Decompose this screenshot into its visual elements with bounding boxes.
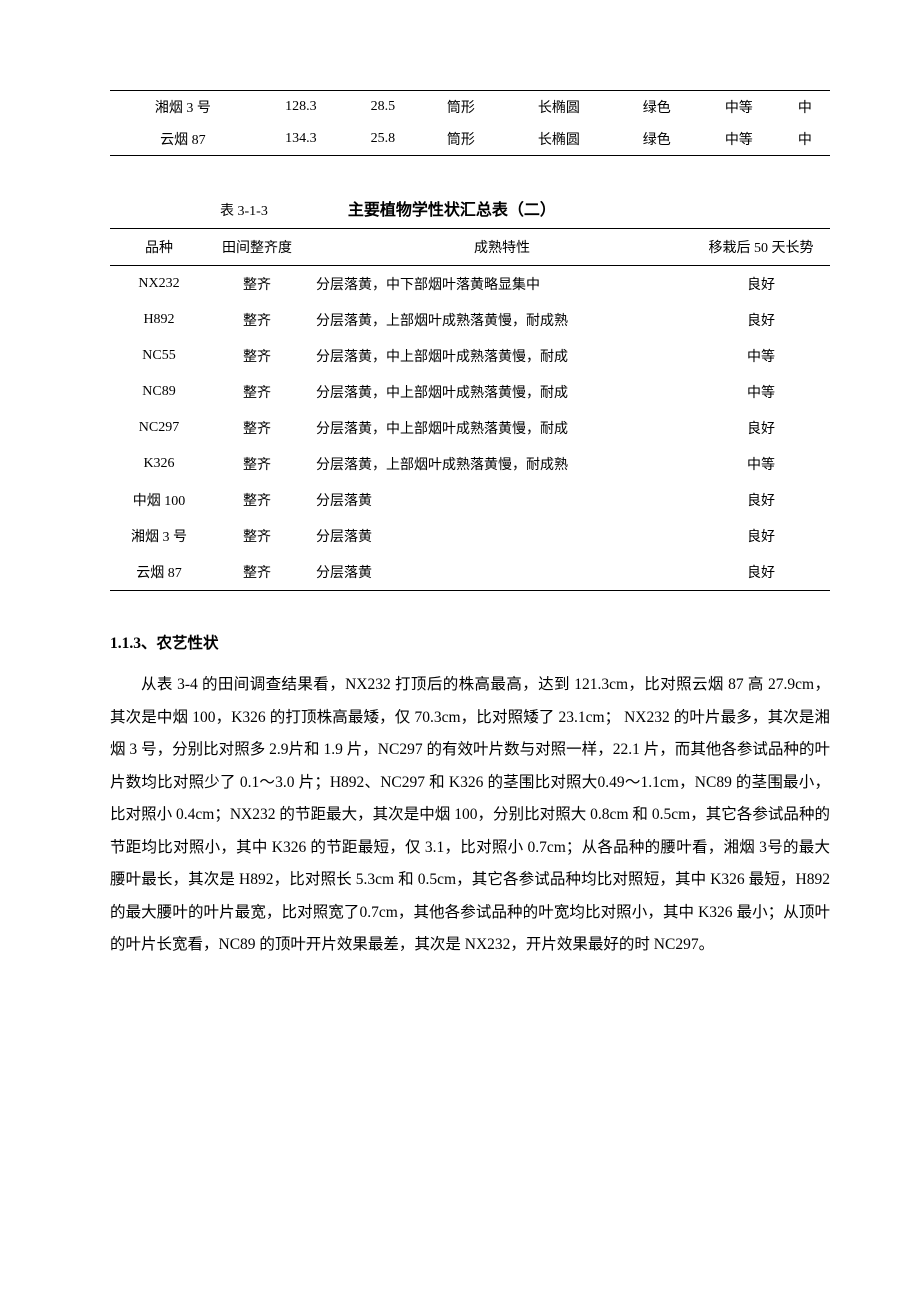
cell-mature: 分层落黄，上部烟叶成熟落黄慢，耐成熟	[306, 446, 692, 482]
table-row: 湘烟 3 号 整齐 分层落黄 良好	[110, 518, 830, 554]
table-row: K326 整齐 分层落黄，上部烟叶成熟落黄慢，耐成熟 中等	[110, 446, 830, 482]
cell-uniform: 整齐	[208, 302, 306, 338]
table-2-caption: 表 3-1-3 主要植物学性状汇总表（二）	[110, 196, 830, 220]
cell-value: 长椭圆	[502, 123, 616, 156]
cell-growth: 良好	[692, 482, 830, 518]
cell-growth: 中等	[692, 446, 830, 482]
cell-variety: H892	[110, 302, 208, 338]
cell-value: 长椭圆	[502, 91, 616, 124]
cell-growth: 良好	[692, 518, 830, 554]
cell-value: 绿色	[616, 91, 698, 124]
table-row: 云烟 87 整齐 分层落黄 良好	[110, 554, 830, 591]
cell-value: 中等	[698, 91, 780, 124]
cell-mature: 分层落黄	[306, 554, 692, 591]
cell-variety: NC89	[110, 374, 208, 410]
cell-growth: 中等	[692, 338, 830, 374]
cell-mature: 分层落黄	[306, 482, 692, 518]
cell-growth: 良好	[692, 302, 830, 338]
cell-mature: 分层落黄，中上部烟叶成熟落黄慢，耐成	[306, 374, 692, 410]
table-2: 品种 田间整齐度 成熟特性 移栽后 50 天长势 NX232 整齐 分层落黄，中…	[110, 228, 830, 591]
cell-uniform: 整齐	[208, 266, 306, 303]
cell-variety: NC297	[110, 410, 208, 446]
cell-value: 128.3	[256, 91, 346, 124]
cell-value: 28.5	[346, 91, 420, 124]
cell-mature: 分层落黄，上部烟叶成熟落黄慢，耐成熟	[306, 302, 692, 338]
cell-value: 中等	[698, 123, 780, 156]
cell-variety: 云烟 87	[110, 123, 256, 156]
table-header-row: 品种 田间整齐度 成熟特性 移栽后 50 天长势	[110, 229, 830, 266]
th-mature: 成熟特性	[306, 229, 692, 266]
table-2-body: NX232 整齐 分层落黄，中下部烟叶落黄略显集中 良好 H892 整齐 分层落…	[110, 266, 830, 591]
cell-uniform: 整齐	[208, 554, 306, 591]
th-growth: 移栽后 50 天长势	[692, 229, 830, 266]
table-row: NX232 整齐 分层落黄，中下部烟叶落黄略显集中 良好	[110, 266, 830, 303]
cell-variety: 云烟 87	[110, 554, 208, 591]
cell-variety: 中烟 100	[110, 482, 208, 518]
cell-uniform: 整齐	[208, 446, 306, 482]
cell-variety: NC55	[110, 338, 208, 374]
cell-value: 筒形	[420, 123, 502, 156]
cell-mature: 分层落黄，中上部烟叶成熟落黄慢，耐成	[306, 338, 692, 374]
table-row: NC297 整齐 分层落黄，中上部烟叶成熟落黄慢，耐成 良好	[110, 410, 830, 446]
cell-uniform: 整齐	[208, 518, 306, 554]
cell-mature: 分层落黄，中下部烟叶落黄略显集中	[306, 266, 692, 303]
cell-growth: 中等	[692, 374, 830, 410]
table-row: 云烟 87 134.3 25.8 筒形 长椭圆 绿色 中等 中	[110, 123, 830, 156]
table-2-title: 主要植物学性状汇总表（二）	[348, 196, 556, 220]
table-row: H892 整齐 分层落黄，上部烟叶成熟落黄慢，耐成熟 良好	[110, 302, 830, 338]
cell-growth: 良好	[692, 266, 830, 303]
cell-value: 中	[780, 123, 830, 156]
cell-uniform: 整齐	[208, 410, 306, 446]
paragraph-agronomic-traits: 从表 3-4 的田间调查结果看，NX232 打顶后的株高最高，达到 121.3c…	[110, 669, 830, 962]
table-2-head: 品种 田间整齐度 成熟特性 移栽后 50 天长势	[110, 229, 830, 266]
th-variety: 品种	[110, 229, 208, 266]
table-1-body: 湘烟 3 号 128.3 28.5 筒形 长椭圆 绿色 中等 中 云烟 87 1…	[110, 91, 830, 156]
cell-mature: 分层落黄，中上部烟叶成熟落黄慢，耐成	[306, 410, 692, 446]
page: 湘烟 3 号 128.3 28.5 筒形 长椭圆 绿色 中等 中 云烟 87 1…	[0, 0, 920, 1302]
cell-uniform: 整齐	[208, 338, 306, 374]
table-row: NC89 整齐 分层落黄，中上部烟叶成熟落黄慢，耐成 中等	[110, 374, 830, 410]
cell-value: 25.8	[346, 123, 420, 156]
cell-variety: K326	[110, 446, 208, 482]
table-row: 湘烟 3 号 128.3 28.5 筒形 长椭圆 绿色 中等 中	[110, 91, 830, 124]
section-heading-1-1-3: 1.1.3、农艺性状	[110, 631, 830, 653]
table-1-partial: 湘烟 3 号 128.3 28.5 筒形 长椭圆 绿色 中等 中 云烟 87 1…	[110, 90, 830, 156]
cell-value: 134.3	[256, 123, 346, 156]
cell-variety: 湘烟 3 号	[110, 91, 256, 124]
table-row: NC55 整齐 分层落黄，中上部烟叶成熟落黄慢，耐成 中等	[110, 338, 830, 374]
cell-uniform: 整齐	[208, 374, 306, 410]
cell-value: 中	[780, 91, 830, 124]
cell-value: 绿色	[616, 123, 698, 156]
cell-growth: 良好	[692, 410, 830, 446]
th-uniform: 田间整齐度	[208, 229, 306, 266]
cell-uniform: 整齐	[208, 482, 306, 518]
table-row: 中烟 100 整齐 分层落黄 良好	[110, 482, 830, 518]
cell-mature: 分层落黄	[306, 518, 692, 554]
table-2-label: 表 3-1-3	[220, 200, 268, 220]
cell-value: 筒形	[420, 91, 502, 124]
cell-growth: 良好	[692, 554, 830, 591]
cell-variety: 湘烟 3 号	[110, 518, 208, 554]
cell-variety: NX232	[110, 266, 208, 303]
